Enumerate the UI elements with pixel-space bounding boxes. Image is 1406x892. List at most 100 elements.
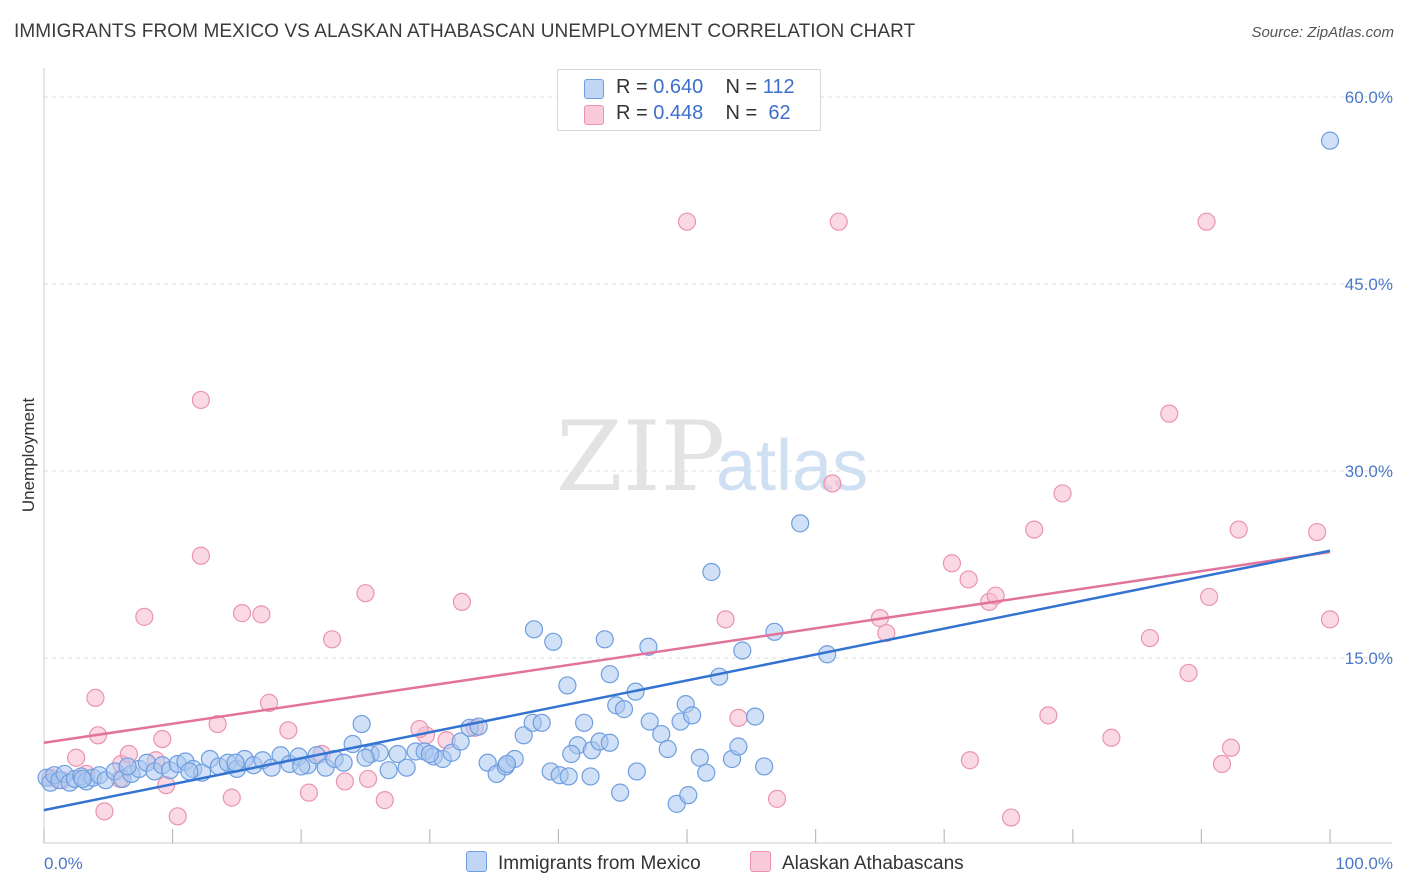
athabascan-point (1102, 728, 1121, 747)
mexico-point (690, 748, 709, 767)
mexico-point (397, 758, 416, 777)
athabascan-point (1212, 754, 1232, 774)
athabascan-point (1308, 522, 1327, 542)
athabascan-point (135, 607, 154, 626)
athabascan-point (767, 789, 787, 808)
x-tick-label: 0.0% (44, 854, 83, 873)
mexico-point (683, 706, 702, 725)
athabascan-point (877, 623, 896, 643)
athabascan-point (208, 714, 227, 734)
mexico-point (652, 724, 671, 744)
legend-swatch-blue (584, 79, 604, 99)
mexico-point (627, 762, 646, 781)
athabascan-point (960, 751, 980, 770)
bottom-legend-label-mexico: Immigrants from Mexico (498, 853, 701, 874)
athabascan-point (356, 584, 375, 603)
y-axis-title: Unemployment (19, 398, 38, 513)
bottom-legend-swatch-blue (466, 851, 487, 872)
mexico-point (562, 744, 581, 764)
mexico-point (600, 665, 619, 684)
mexico-point (600, 733, 619, 752)
mexico-point (532, 713, 551, 732)
mexico-point (733, 641, 752, 660)
bottom-legend-swatch-pink (750, 851, 771, 872)
mexico-point (595, 630, 614, 649)
legend-n-label: N = (725, 76, 758, 98)
legend-r-value: 0.640 (653, 76, 704, 98)
chart-title: IMMIGRANTS FROM MEXICO VS ALASKAN ATHABA… (14, 21, 916, 42)
legend-r-label: R = (616, 102, 648, 124)
mexico-point (497, 754, 517, 774)
athabascan-point (279, 721, 298, 740)
athabascan-point (259, 693, 279, 712)
axes (43, 68, 1392, 844)
athabascan-point (1320, 610, 1340, 629)
athabascan-point (1229, 520, 1248, 539)
mexico-point (658, 739, 677, 759)
tick-labels: 15.0% 30.0% 45.0% 60.0% 0.0% 100.0% (44, 88, 1393, 873)
legend-n-label: N = (725, 102, 758, 124)
mexico-point (180, 762, 199, 781)
mexico-point (746, 707, 765, 726)
athabascan-point (942, 554, 962, 573)
mexico-point (558, 676, 577, 695)
trend-line-mexico (43, 549, 1331, 812)
athabascan-point (729, 708, 748, 727)
athabascan-point (95, 802, 114, 821)
y-tick-label: 15.0% (1345, 649, 1393, 668)
mexico-point (559, 767, 578, 786)
watermark: ZIP atlas (556, 401, 868, 513)
mexico-point (379, 761, 398, 780)
legend: R = 0.640 N = 112 R = 0.448 N = 62 (557, 69, 821, 131)
athabascan-point (1001, 808, 1021, 827)
legend-n-value: 112 (762, 76, 795, 98)
mexico-point (1320, 131, 1340, 150)
athabascan-point (375, 791, 394, 810)
watermark-zip: ZIP (556, 401, 725, 513)
bottom-legend-label-athabascan: Alaskan Athabascans (782, 853, 964, 874)
mexico-point (544, 632, 563, 651)
athabascan-point (716, 610, 735, 629)
mexico-point (73, 769, 92, 789)
mexico-point (575, 713, 594, 732)
mexico-point (679, 786, 698, 805)
athabascan-point (335, 772, 355, 791)
mexico-point (226, 753, 245, 772)
mexico-point (118, 757, 137, 776)
x-tick-label: 100.0% (1335, 854, 1393, 873)
grid-lines (44, 96, 1392, 659)
trend-line-athabascan (43, 550, 1331, 745)
legend-r-label: R = (616, 76, 648, 98)
mexico-point (791, 514, 810, 533)
athabascan-point (168, 807, 187, 826)
mexico-point (356, 748, 375, 767)
athabascan-point (452, 592, 472, 612)
athabascan-point (1160, 404, 1179, 423)
athabascan-point (232, 604, 252, 623)
bottom-legend-athabascan: Alaskan Athabascans (750, 851, 964, 875)
athabascan-point (322, 630, 342, 649)
mexico-point (514, 726, 533, 745)
athabascan-point (191, 390, 210, 410)
mexico-point (729, 737, 748, 756)
athabascan-point (1039, 706, 1058, 725)
y-tick-label: 60.0% (1345, 88, 1393, 107)
athabascan-point (1053, 484, 1072, 503)
mexico-point (765, 622, 784, 641)
athabascan-point (67, 748, 86, 767)
legend-n-value: 62 (768, 102, 791, 124)
athabascan-point (153, 729, 172, 749)
mexico-point (581, 767, 600, 786)
mexico-point (524, 620, 544, 639)
athabascan-point (86, 688, 105, 707)
mexico-point (640, 712, 659, 731)
trend-lines (43, 549, 1331, 812)
y-tick-label: 30.0% (1345, 462, 1393, 481)
y-tick-label: 45.0% (1345, 275, 1393, 294)
athabascan-point (1140, 628, 1160, 648)
mexico-point (352, 714, 371, 734)
legend-r-value: 0.448 (653, 102, 704, 124)
athabascan-point (1197, 212, 1216, 231)
source-label: Source: ZipAtlas.com (1251, 24, 1394, 41)
